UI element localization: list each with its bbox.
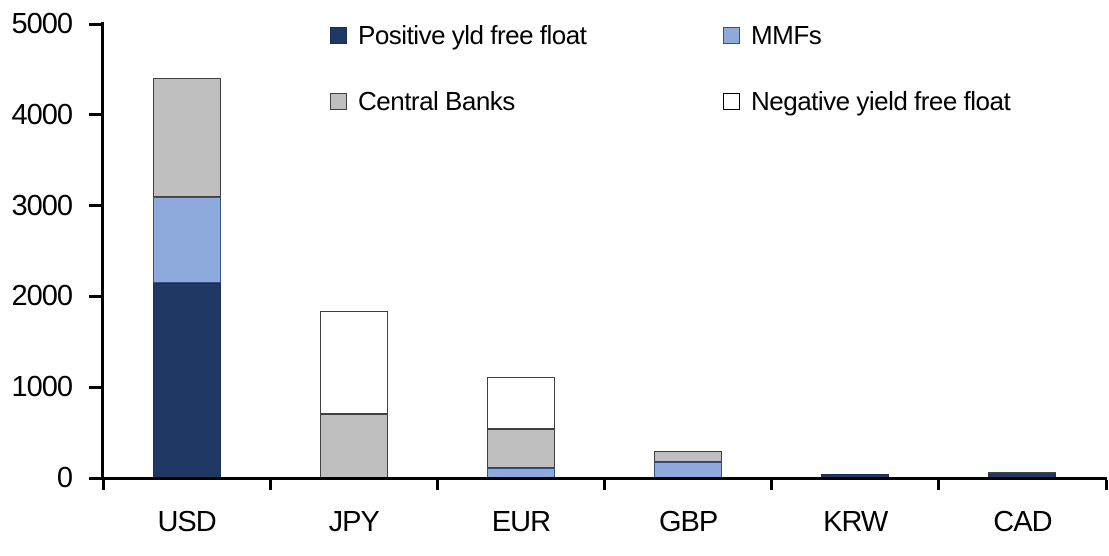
- bar-segment-cad-central-banks: [988, 471, 1057, 475]
- legend-label-central-banks: Central Banks: [358, 85, 515, 116]
- x-axis-label-krw: KRW: [823, 506, 888, 538]
- legend-label-positive-yld-free-float: Positive yld free float: [358, 19, 587, 50]
- y-axis-tick: [89, 204, 102, 208]
- y-axis-tick: [89, 385, 102, 389]
- bar-segment-gbp-central-banks: [654, 450, 723, 462]
- x-axis-label-gbp: GBP: [658, 506, 718, 538]
- x-axis-tick: [435, 480, 439, 490]
- x-axis-tick: [937, 480, 941, 490]
- x-axis-label-usd: USD: [157, 506, 216, 538]
- x-axis-tick: [268, 480, 272, 490]
- x-axis-tick: [770, 480, 774, 490]
- bar-segment-eur-negative-yield-free-float: [486, 377, 555, 429]
- y-axis-tick: [89, 22, 102, 26]
- legend-label-mmfs: MMFs: [751, 19, 822, 50]
- y-axis-line: [101, 22, 104, 480]
- y-axis-tick-label: 3000: [11, 189, 73, 222]
- y-axis-tick-label: 5000: [11, 8, 73, 40]
- y-axis-tick: [89, 113, 102, 117]
- x-axis-label-cad: CAD: [993, 506, 1052, 538]
- x-axis-line: [101, 477, 1107, 480]
- x-axis-label-eur: EUR: [491, 506, 551, 538]
- y-axis-tick: [89, 294, 102, 298]
- legend-swatch-mmfs: [723, 26, 740, 44]
- y-axis-tick-label: 0: [56, 462, 73, 494]
- legend-item-mmfs: MMFs: [723, 19, 822, 50]
- legend-item-positive-yld-free-float: Positive yld free float: [330, 19, 587, 50]
- x-axis-tick: [101, 480, 105, 490]
- bar-segment-jpy-negative-yield-free-float: [319, 310, 388, 415]
- legend-item-central-banks: Central Banks: [330, 86, 515, 116]
- legend-swatch-central-banks: [330, 92, 347, 110]
- legend-item-negative-yield-free-float: Negative yield free float: [723, 85, 1011, 116]
- bar-segment-eur-central-banks: [486, 428, 555, 468]
- bar-segment-usd-mmfs: [152, 196, 221, 283]
- x-axis-tick: [603, 480, 606, 490]
- bar-segment-usd-positive-yld-free-float: [152, 282, 221, 478]
- x-axis-tick: [1104, 480, 1108, 490]
- bar-segment-jpy-central-banks: [319, 414, 388, 478]
- legend-label-negative-yield-free-float: Negative yield free float: [751, 85, 1011, 116]
- y-axis-tick: [89, 476, 102, 480]
- y-axis-tick-label: 2000: [11, 280, 73, 313]
- legend-swatch-negative-yield-free-float: [723, 92, 740, 110]
- legend-swatch-positive-yld-free-float: [330, 26, 347, 44]
- y-axis-tick-label: 1000: [11, 371, 73, 404]
- bar-segment-usd-central-banks: [152, 78, 221, 197]
- y-axis-tick-label: 4000: [11, 98, 73, 131]
- bar-segment-gbp-mmfs: [654, 461, 723, 478]
- x-axis-label-jpy: JPY: [328, 506, 380, 538]
